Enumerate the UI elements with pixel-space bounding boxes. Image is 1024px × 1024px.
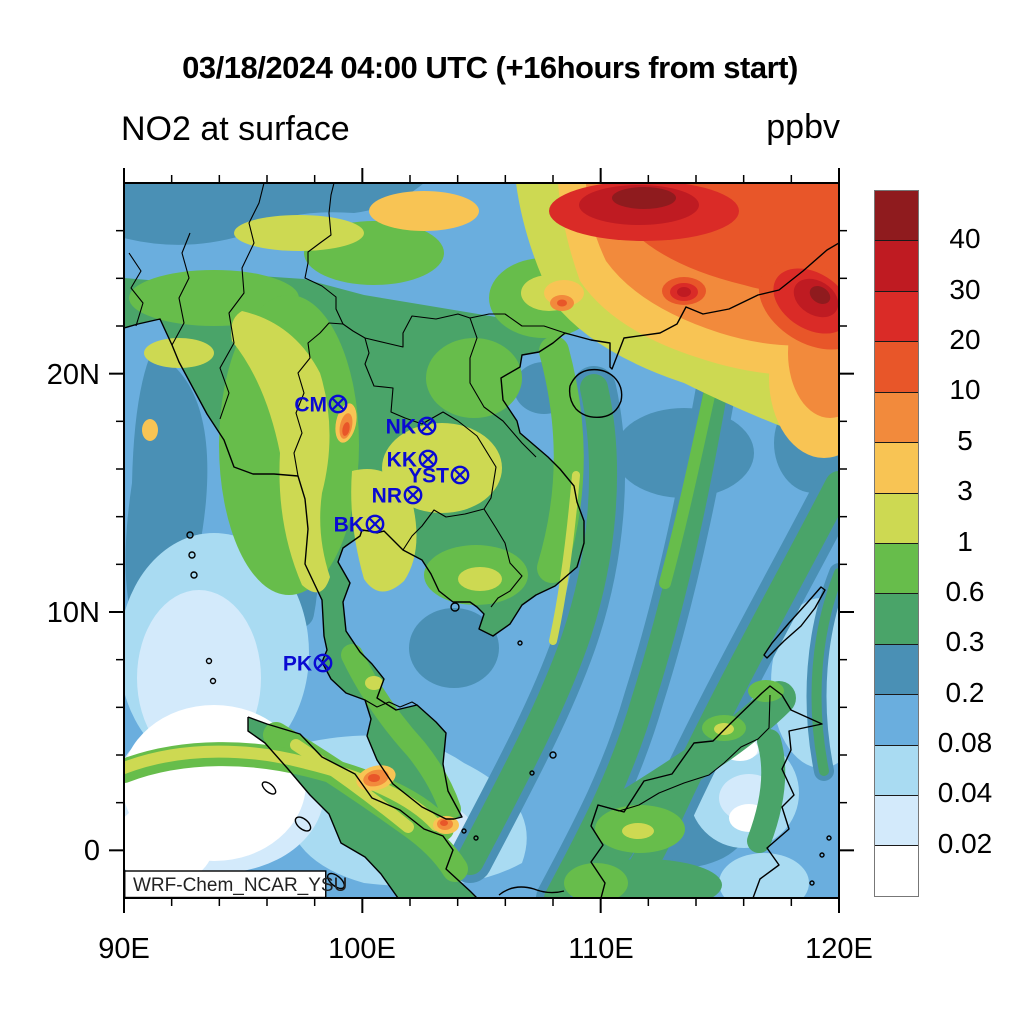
station-cross-icon: [316, 656, 330, 670]
colorbar-label: 0.08: [937, 726, 993, 758]
station-circle-x-icon: [313, 653, 333, 673]
station-NR: NR: [372, 485, 423, 508]
attribution-box: WRF-Chem_NCAR_YSU: [124, 870, 347, 898]
station-cross-icon: [406, 488, 420, 502]
station-BK: BK: [334, 514, 385, 537]
attribution-label: WRF-Chem_NCAR_YSU: [133, 875, 347, 896]
station-CM: CM: [294, 394, 348, 417]
station-cross-icon: [453, 468, 467, 482]
colorbar-label: 20: [949, 324, 981, 356]
station-PK: PK: [283, 653, 333, 676]
colorbar-label: 1: [957, 525, 973, 557]
colorbar: [874, 190, 919, 897]
colorbar-label: 10: [949, 374, 981, 406]
variable-label: NO2 at surface: [121, 110, 350, 148]
colorbar-swatch: [875, 492, 918, 543]
colorbar-swatch: [875, 391, 918, 443]
station-cross-icon: [368, 517, 382, 531]
colorbar-swatch: [875, 442, 918, 493]
station-label: CM: [294, 394, 327, 417]
station-label: NK: [386, 416, 416, 439]
station-circle-x-icon: [450, 465, 470, 485]
colorbar-swatch: [875, 542, 918, 594]
colorbar-label: 0.04: [937, 777, 993, 809]
station-label: PK: [283, 653, 312, 676]
lat-label-0: 0: [84, 835, 100, 867]
colorbar-label: 0.2: [945, 676, 985, 708]
station-circle-x-icon: [418, 449, 438, 469]
station-label: KK: [387, 449, 417, 472]
colorbar-label: 40: [949, 223, 981, 255]
colorbar-swatch: [875, 191, 918, 241]
station-circle-x-icon: [417, 416, 437, 436]
colorbar-label: 0.02: [937, 827, 993, 859]
station-circle-x-icon: [328, 394, 348, 414]
lat-label-10n: 10N: [47, 597, 100, 629]
lon-label-110e: 110E: [568, 933, 634, 965]
colorbar-swatch: [875, 744, 918, 796]
axis-ticks: [109, 168, 854, 913]
station-label: YST: [408, 465, 449, 488]
lat-label-20n: 20N: [47, 359, 100, 391]
station-label: NR: [372, 485, 402, 508]
lon-label-90e: 90E: [98, 933, 150, 965]
station-label: BK: [334, 514, 364, 537]
lon-label-100e: 100E: [328, 933, 396, 965]
colorbar-label: 30: [949, 273, 981, 305]
colorbar-swatch: [875, 694, 918, 745]
colorbar-swatch: [875, 240, 918, 291]
colorbar-label: 3: [957, 475, 973, 507]
station-YST: YST: [408, 465, 470, 488]
lon-label-120e: 120E: [805, 933, 873, 965]
colorbar-swatch: [875, 795, 918, 846]
colorbar-label: 0.3: [945, 626, 985, 658]
axis-labels: 20N 10N 0 90E 100E 110E 120E: [47, 359, 873, 965]
station-cross-icon: [331, 397, 345, 411]
plot-title: 03/18/2024 04:00 UTC (+16hours from star…: [182, 50, 798, 85]
map-frame: [123, 182, 840, 899]
colorbar-swatch: [875, 290, 918, 342]
colorbar-swatch: [875, 643, 918, 695]
country-borders: [128, 183, 771, 812]
station-NK: NK: [386, 416, 437, 439]
station-circle-x-icon: [403, 485, 423, 505]
colorbar-swatch: [875, 845, 918, 896]
station-KK: KK: [387, 449, 438, 472]
colorbar-swatch: [875, 593, 918, 644]
station-cross-icon: [421, 452, 435, 466]
station-cross-icon: [420, 419, 434, 433]
units-label: ppbv: [766, 108, 840, 146]
colorbar-label: 5: [957, 424, 973, 456]
colorbar-label: 0.6: [945, 575, 985, 607]
colorbar-swatch: [875, 341, 918, 392]
station-circle-x-icon: [365, 514, 385, 534]
